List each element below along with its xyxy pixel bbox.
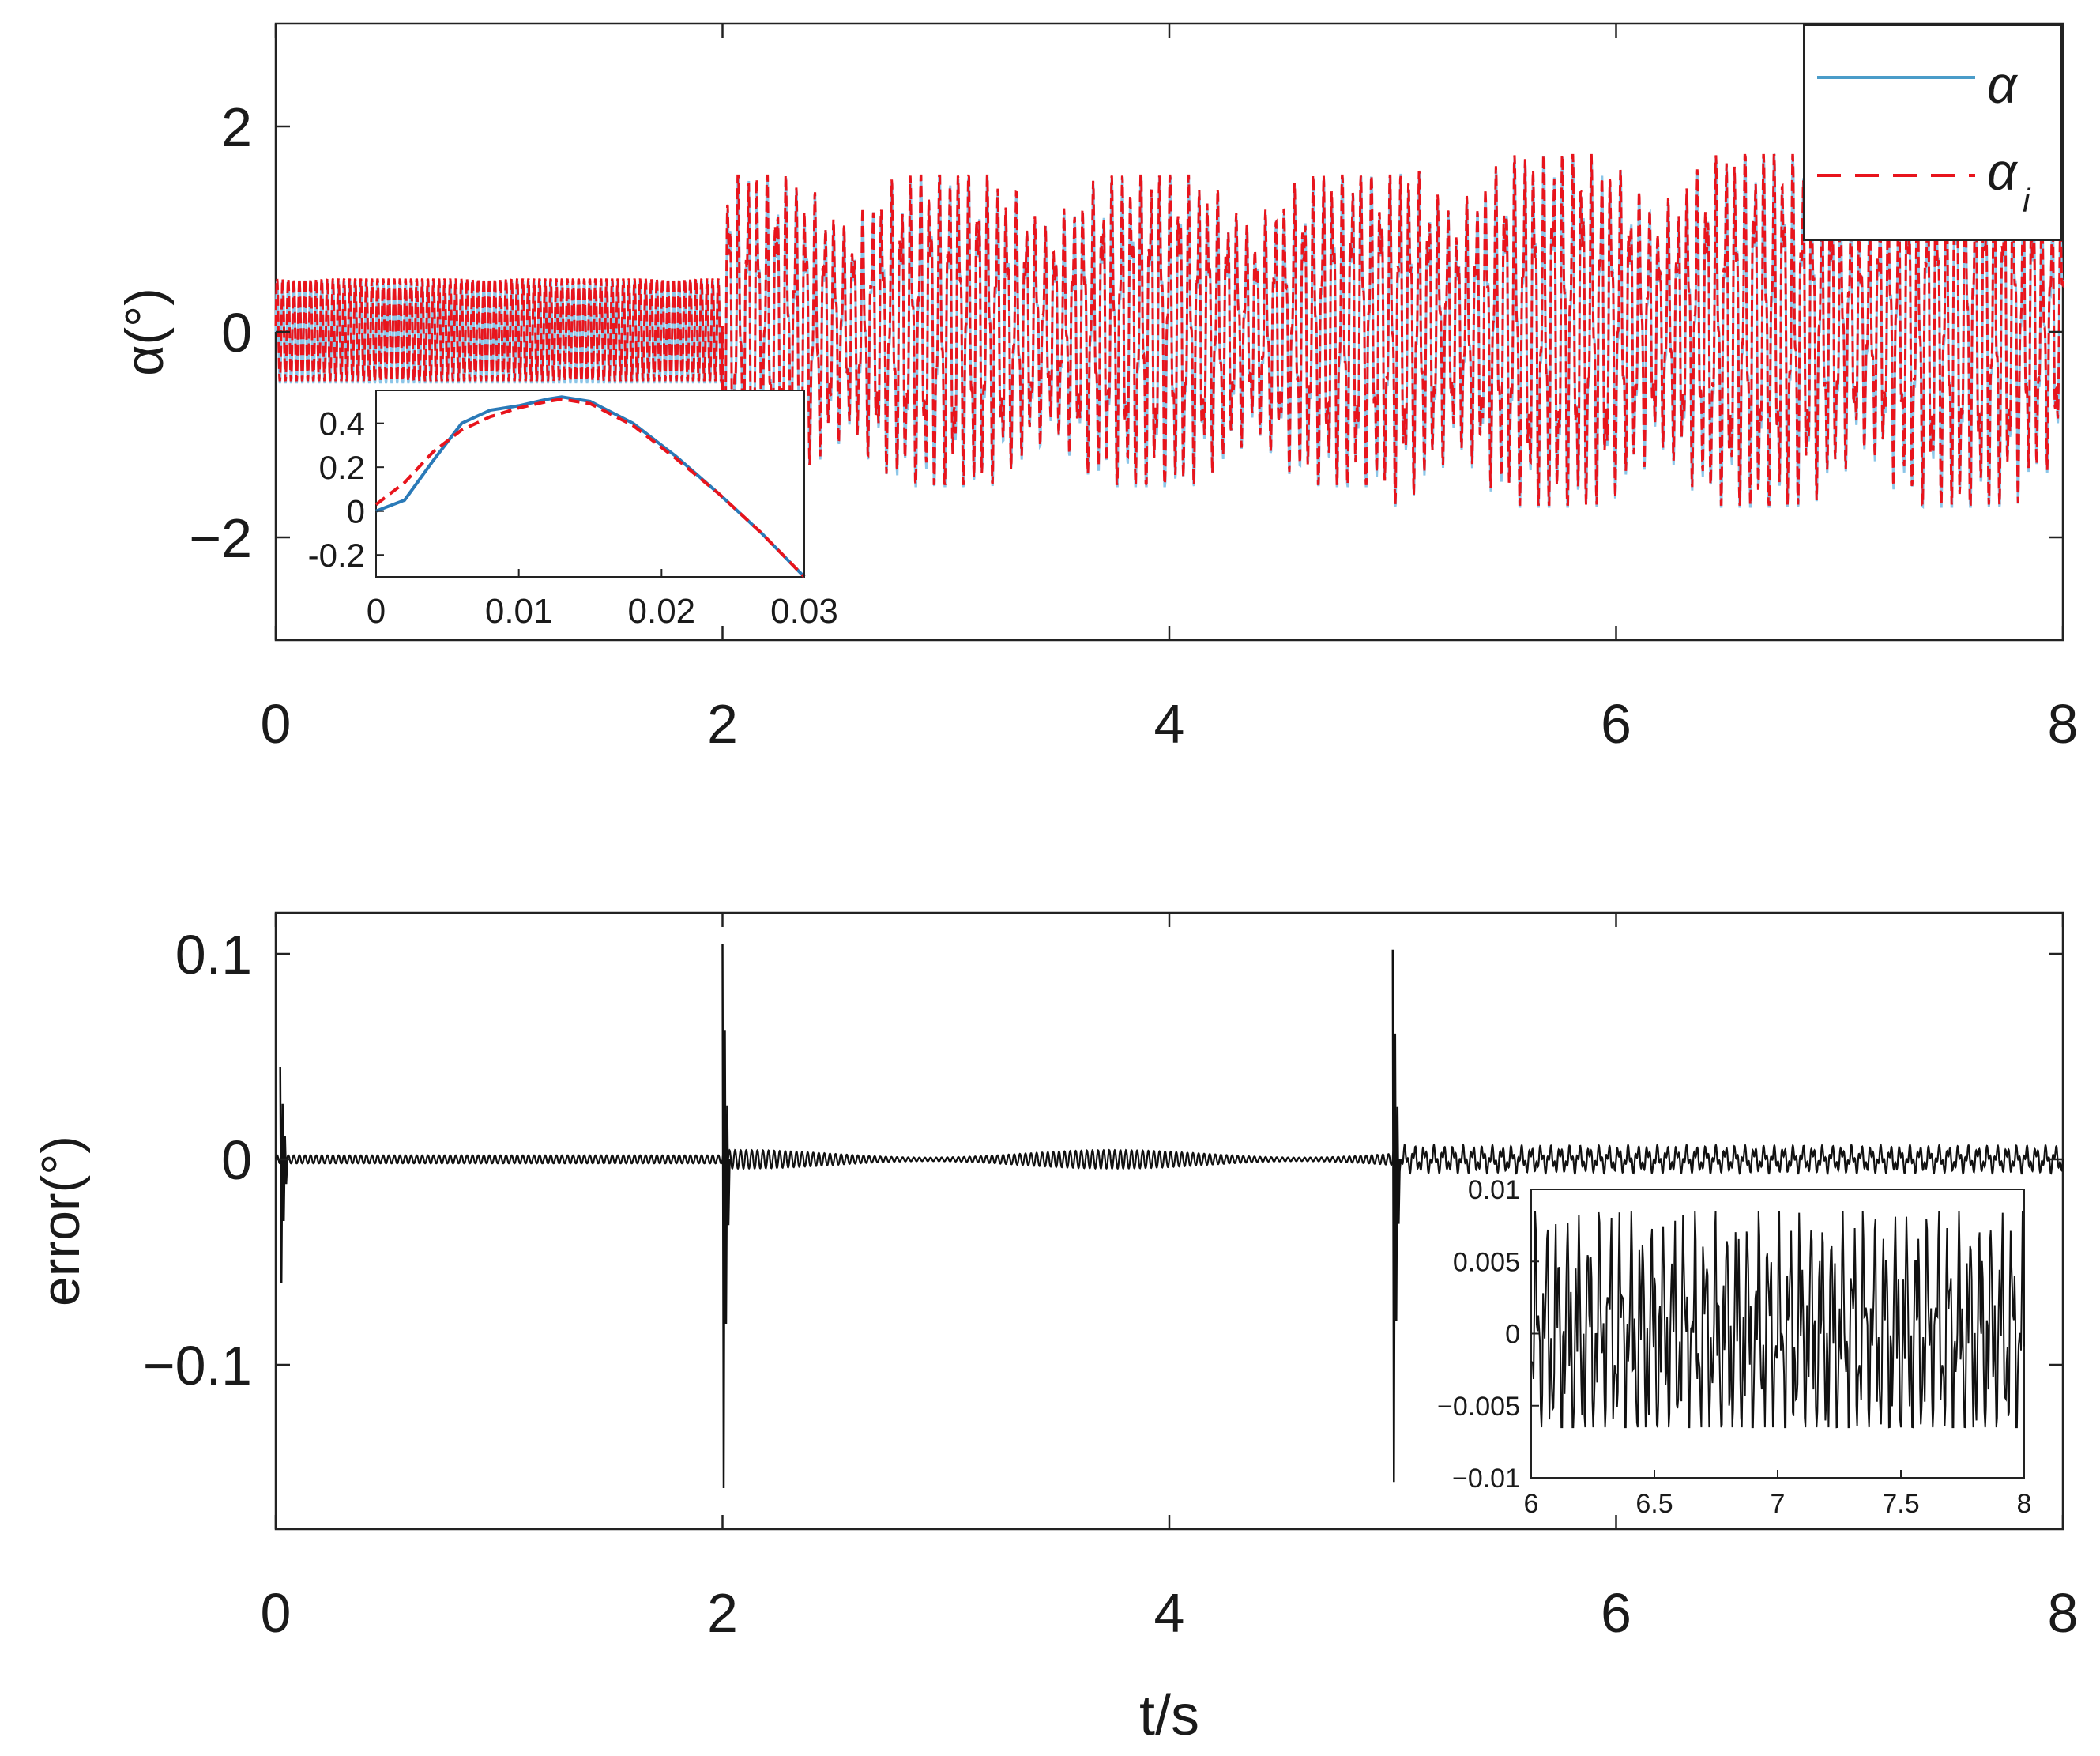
bottom-ticks: 0 2 4 6 8 −0.1 0 0.1 [143,913,2079,1644]
top-inset-ytick-label: -0.2 [308,537,365,574]
bottom-traces [274,943,2064,1489]
top-traces [274,153,2064,510]
top-xtick-label: 0 [261,693,292,755]
top-ytick-label: −2 [189,507,252,569]
bottom-ylabel: error(°) [31,1136,91,1306]
bottom-inset-ytick-label: 0.01 [1468,1175,1520,1205]
top-inset-traces [374,395,806,578]
bottom-inset-xtick-label: 7 [1771,1489,1786,1519]
top-inset-ytick-label: 0.2 [319,449,365,486]
top-ytick-label: 0 [221,302,252,364]
bottom-ytick-label: 0 [221,1129,252,1191]
bottom-inset: 6 6.5 7 7.5 8 0.01 0.005 0 −0.005 −0.01 [1437,1175,2031,1519]
legend-alpha-label: α [1987,55,2019,114]
top-inset-xtick-label: 0.03 [770,592,838,631]
legend-alpha-i-label: α [1987,142,2019,201]
top-inset-xtick-label: 0 [367,592,386,631]
bottom-inset-ytick-label: −0.01 [1452,1464,1520,1494]
error-spike [1391,949,1402,1483]
top-xtick-label: 8 [2048,693,2079,755]
top-xtick-label: 2 [707,693,738,755]
bottom-xtick-label: 4 [1154,1582,1185,1644]
top-ytick-label: 2 [221,96,252,158]
bottom-xlabel: t/s [1139,1684,1199,1747]
bottom-inset-ytick-label: −0.005 [1437,1392,1520,1422]
bottom-inset-xtick-label: 8 [2017,1489,2032,1519]
top-xtick-label: 4 [1154,693,1185,755]
bottom-panel: 0 2 4 6 8 −0.1 0 0.1 error(°) t/s 6 6.5 7 7.5 8 0.01… [31,911,2079,1747]
series-alpha-i-line [274,153,2064,506]
top-inset-ytick-label: 0.4 [319,405,365,443]
error-spike [279,1066,288,1283]
bottom-inset-ticks: 6 6.5 7 7.5 8 0.01 0.005 0 −0.005 −0.01 [1437,1175,2031,1519]
bottom-ytick-label: 0.1 [175,924,252,985]
bottom-xtick-label: 0 [261,1582,292,1644]
inset-alpha-line [375,395,806,578]
top-inset: 0 0.01 0.02 0.03-0.200.20.4 [308,390,838,631]
bottom-inset-traces [1530,1211,2025,1429]
top-inset-xtick-label: 0.02 [628,592,696,631]
bottom-xtick-label: 2 [707,1582,738,1644]
inset-error-line [1530,1211,2025,1429]
series-error-line [274,1144,2064,1175]
top-ticks: 0 2 4 6 8 −2 0 2 [189,24,2078,755]
top-inset-xtick-label: 0.01 [485,592,553,631]
top-xtick-label: 6 [1601,693,1631,755]
bottom-inset-xtick-label: 7.5 [1882,1489,1919,1519]
bottom-inset-xtick-label: 6.5 [1635,1489,1673,1519]
top-inset-ticks: 0 0.01 0.02 0.03-0.200.20.4 [308,405,838,631]
top-inset-ytick-label: 0 [347,493,365,530]
error-spike [721,943,731,1489]
top-inset-frame [375,390,805,578]
top-ylabel: α(°) [115,288,175,376]
bottom-inset-ytick-label: 0 [1505,1320,1520,1350]
bottom-inset-ytick-label: 0.005 [1453,1247,1520,1277]
legend: α α i [1803,24,2062,241]
legend-alpha-i-subscript: i [2023,182,2031,219]
legend-box [1803,24,2062,241]
bottom-xtick-label: 6 [1601,1582,1631,1644]
bottom-xtick-label: 8 [2048,1582,2079,1644]
bottom-ytick-label: −0.1 [143,1335,252,1396]
bottom-inset-xtick-label: 6 [1524,1489,1539,1519]
top-panel: 0 2 4 6 8−202 α(°) α α i 0 0.01 0.02 0.03-0.200… [115,22,2078,755]
inset-alpha-i-line [374,398,806,578]
